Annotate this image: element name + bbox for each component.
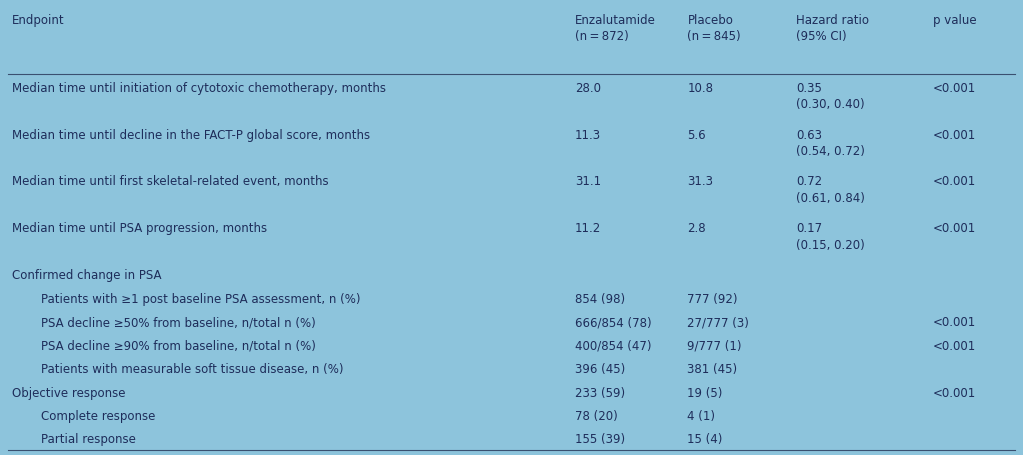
Text: 155 (39): 155 (39)	[575, 433, 625, 445]
Text: Complete response: Complete response	[41, 409, 155, 422]
Text: 0.17
(0.15, 0.20): 0.17 (0.15, 0.20)	[796, 222, 864, 251]
Text: <0.001: <0.001	[933, 175, 976, 188]
Text: Endpoint: Endpoint	[12, 14, 64, 27]
Text: 31.3: 31.3	[687, 175, 713, 188]
Text: Median time until PSA progression, months: Median time until PSA progression, month…	[12, 222, 267, 235]
Text: PSA decline ≥90% from baseline, n/total n (%): PSA decline ≥90% from baseline, n/total …	[41, 339, 316, 352]
Text: 28.0: 28.0	[575, 81, 601, 95]
Text: 0.72
(0.61, 0.84): 0.72 (0.61, 0.84)	[796, 175, 864, 204]
Text: Partial response: Partial response	[41, 433, 136, 445]
Text: Median time until initiation of cytotoxic chemotherapy, months: Median time until initiation of cytotoxi…	[12, 81, 387, 95]
Text: p value: p value	[933, 14, 977, 27]
Text: 777 (92): 777 (92)	[687, 292, 738, 305]
Text: <0.001: <0.001	[933, 386, 976, 399]
Text: Objective response: Objective response	[12, 386, 126, 399]
Text: 396 (45): 396 (45)	[575, 362, 625, 375]
Text: PSA decline ≥50% from baseline, n/total n (%): PSA decline ≥50% from baseline, n/total …	[41, 315, 316, 329]
Text: <0.001: <0.001	[933, 81, 976, 95]
Text: 400/854 (47): 400/854 (47)	[575, 339, 652, 352]
Text: 11.2: 11.2	[575, 222, 602, 235]
Text: 5.6: 5.6	[687, 128, 706, 141]
Text: <0.001: <0.001	[933, 222, 976, 235]
Text: Patients with ≥1 post baseline PSA assessment, n (%): Patients with ≥1 post baseline PSA asses…	[41, 292, 360, 305]
Text: 10.8: 10.8	[687, 81, 713, 95]
Text: <0.001: <0.001	[933, 339, 976, 352]
Text: 15 (4): 15 (4)	[687, 433, 723, 445]
Text: 0.63
(0.54, 0.72): 0.63 (0.54, 0.72)	[796, 128, 864, 158]
Text: Placebo
(n = 845): Placebo (n = 845)	[687, 14, 741, 43]
Text: <0.001: <0.001	[933, 315, 976, 329]
Text: Median time until first skeletal-related event, months: Median time until first skeletal-related…	[12, 175, 329, 188]
Text: 27/777 (3): 27/777 (3)	[687, 315, 749, 329]
Text: 0.35
(0.30, 0.40): 0.35 (0.30, 0.40)	[796, 81, 864, 111]
Text: Enzalutamide
(n = 872): Enzalutamide (n = 872)	[575, 14, 656, 43]
Text: 666/854 (78): 666/854 (78)	[575, 315, 652, 329]
Text: Confirmed change in PSA: Confirmed change in PSA	[12, 269, 162, 282]
Text: <0.001: <0.001	[933, 128, 976, 141]
Text: 381 (45): 381 (45)	[687, 362, 738, 375]
Text: 31.1: 31.1	[575, 175, 602, 188]
Text: 19 (5): 19 (5)	[687, 386, 723, 399]
Text: 9/777 (1): 9/777 (1)	[687, 339, 742, 352]
Text: 4 (1): 4 (1)	[687, 409, 715, 422]
Text: 11.3: 11.3	[575, 128, 602, 141]
Text: Patients with measurable soft tissue disease, n (%): Patients with measurable soft tissue dis…	[41, 362, 344, 375]
Text: 233 (59): 233 (59)	[575, 386, 625, 399]
Text: 854 (98): 854 (98)	[575, 292, 625, 305]
Text: 2.8: 2.8	[687, 222, 706, 235]
Text: Hazard ratio
(95% CI): Hazard ratio (95% CI)	[796, 14, 869, 43]
Text: Median time until decline in the FACT-P global score, months: Median time until decline in the FACT-P …	[12, 128, 370, 141]
Text: 78 (20): 78 (20)	[575, 409, 618, 422]
